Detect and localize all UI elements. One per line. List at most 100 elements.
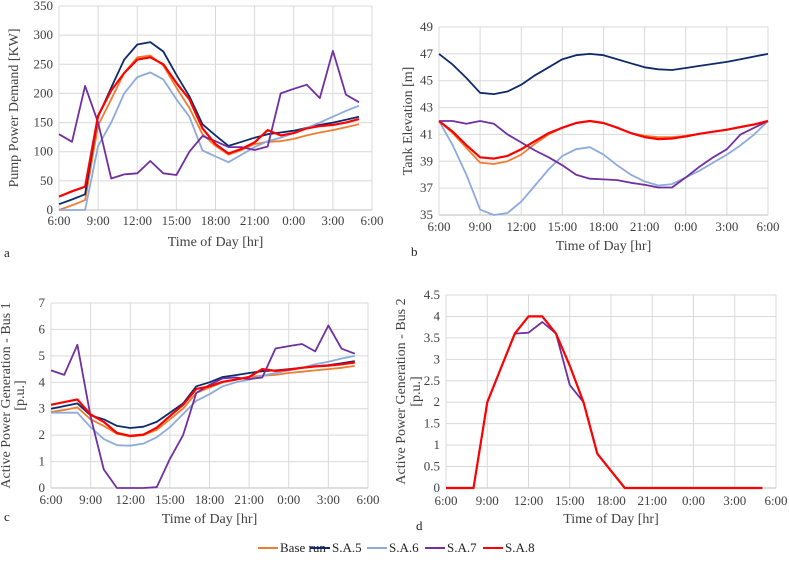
chart-panel-c: 0 1 2 3 4 5 6 7 6:00 9:00 12:00 15:00 18:00 21:00 0:00… <box>0 295 380 527</box>
x-tick-label: 21:00 <box>630 219 660 234</box>
x-tick-label: 0:00 <box>674 219 697 234</box>
y-tick-label: 200 <box>34 85 54 100</box>
x-tick-label: 12:00 <box>506 219 536 234</box>
x-tick-label: 12:00 <box>122 213 152 228</box>
y-tick-label: 0 <box>434 480 441 495</box>
x-tick-label: 3:00 <box>317 492 340 507</box>
series-line-s-a-7 <box>58 50 360 180</box>
y-axis-title: Active Power Generation - Bus 2 <box>394 298 409 484</box>
x-tick-label: 21:00 <box>637 493 667 508</box>
y-tick-label: 2 <box>434 394 441 409</box>
panel-label: a <box>4 245 10 260</box>
x-tick-label: 0:00 <box>277 492 300 507</box>
y-tick-label: 0 <box>39 480 46 495</box>
x-tick-label: 21:00 <box>234 492 264 507</box>
y-tick-label: 39 <box>420 153 433 168</box>
y-tick-label: 3 <box>434 351 441 366</box>
chart-panel-d: 0 0.5 1 1.5 2 2.5 3 3.5 4 4.5 6:00 9:00 12:00 15:00 18… <box>394 287 788 533</box>
y-tick-label: 150 <box>34 115 54 130</box>
y-tick-label: 2.5 <box>424 373 440 388</box>
legend: Base run S.A.5 S.A.6 S.A.7 S.A.8 <box>258 540 535 555</box>
y-tick-label: 7 <box>39 295 46 310</box>
legend-item: S.A.6 <box>367 540 419 555</box>
x-tick-label: 3:00 <box>715 219 738 234</box>
x-tick-label: 6:00 <box>756 219 779 234</box>
x-axis-title: Time of Day [hr] <box>556 239 652 254</box>
y-tick-label: 47 <box>420 46 434 61</box>
y-tick-label: 350 <box>34 0 54 13</box>
y-tick-label: 1 <box>434 437 441 452</box>
y-tick-label: 41 <box>420 126 433 141</box>
series-line-base-run <box>58 54 360 211</box>
series-line-s-a-7 <box>439 120 769 189</box>
series-line-s-a-8 <box>446 315 763 490</box>
y-tick-label: 1.5 <box>424 416 440 431</box>
y-tick-label: 4 <box>434 308 441 323</box>
x-tick-label: 15:00 <box>555 493 585 508</box>
x-tick-label: 12:00 <box>115 492 145 507</box>
x-tick-label: 9:00 <box>469 219 492 234</box>
x-tick-label: 15:00 <box>155 492 185 507</box>
panel-label: c <box>4 509 10 524</box>
series-line-s-a-5 <box>438 53 769 95</box>
panel-label: d <box>416 518 423 533</box>
y-tick-label: 37 <box>420 180 434 195</box>
y-tick-label: 6 <box>39 321 46 336</box>
y-tick-label: 4.5 <box>424 287 440 302</box>
series-line-base-run <box>50 365 355 438</box>
series-line-s-a-8 <box>58 56 360 198</box>
x-axis-title: Time of Day [hr] <box>162 512 258 527</box>
legend-label: S.A.6 <box>389 540 419 555</box>
series-line-s-a-6 <box>51 355 355 447</box>
series-line-s-a-7 <box>50 324 356 489</box>
x-tick-label: 21:00 <box>240 213 270 228</box>
chart-panel-b: 35 37 39 41 43 45 47 49 6:00 9:00 12:00 15:00 18:00 2… <box>401 19 780 259</box>
series-line-s-a-6 <box>438 120 769 216</box>
x-tick-label: 3:00 <box>321 213 344 228</box>
y-axis-title: Tank Elevation [m] <box>401 67 416 176</box>
y-tick-label: 50 <box>40 173 53 188</box>
x-tick-label: 6:00 <box>356 492 379 507</box>
y-tick-label: 45 <box>420 73 433 88</box>
x-tick-label: 6:00 <box>39 492 62 507</box>
legend-label: Base run <box>280 540 326 555</box>
x-tick-label: 18:00 <box>195 492 225 507</box>
legend-item: Base run <box>258 540 326 555</box>
x-tick-label: 6:00 <box>764 493 787 508</box>
series-line-s-a-5 <box>58 41 360 206</box>
x-tick-label: 3:00 <box>723 493 746 508</box>
x-tick-label: 6:00 <box>47 213 70 228</box>
legend-label: S.A.7 <box>447 540 477 555</box>
x-tick-label: 0:00 <box>282 213 305 228</box>
y-tick-label: 250 <box>34 56 54 71</box>
y-tick-label: 1 <box>39 454 46 469</box>
x-tick-label: 9:00 <box>87 213 110 228</box>
y-tick-label: 2 <box>39 427 46 442</box>
y-tick-label: 35 <box>420 207 433 222</box>
legend-label: S.A.5 <box>332 540 362 555</box>
legend-label: S.A.8 <box>505 540 535 555</box>
y-tick-label: 0.5 <box>424 459 440 474</box>
x-tick-label: 15:00 <box>162 213 192 228</box>
x-tick-label: 18:00 <box>589 219 619 234</box>
x-tick-label: 6:00 <box>427 219 450 234</box>
x-tick-label: 9:00 <box>79 492 102 507</box>
x-axis-title: Time of Day [hr] <box>168 235 264 250</box>
y-axis-title: Active Power Generation - Bus 1 <box>0 302 14 488</box>
x-tick-label: 9:00 <box>476 493 499 508</box>
y-tick-label: 5 <box>39 348 46 363</box>
y-tick-label: 49 <box>420 19 433 34</box>
y-axis-title-unit: [p.u.] <box>409 376 424 406</box>
y-tick-label: 4 <box>39 374 46 389</box>
series-line-s-a-8 <box>50 361 355 437</box>
y-tick-label: 3 <box>39 401 46 416</box>
legend-item: S.A.7 <box>425 540 477 555</box>
legend-item: S.A.5 <box>310 540 362 555</box>
y-tick-label: 3.5 <box>424 330 440 345</box>
y-tick-label: 300 <box>34 27 54 42</box>
panel-label: b <box>411 244 418 259</box>
y-tick-label: 100 <box>34 144 54 159</box>
y-axis-title-unit: [p.u.] <box>13 380 28 410</box>
y-tick-label: 43 <box>420 100 433 115</box>
